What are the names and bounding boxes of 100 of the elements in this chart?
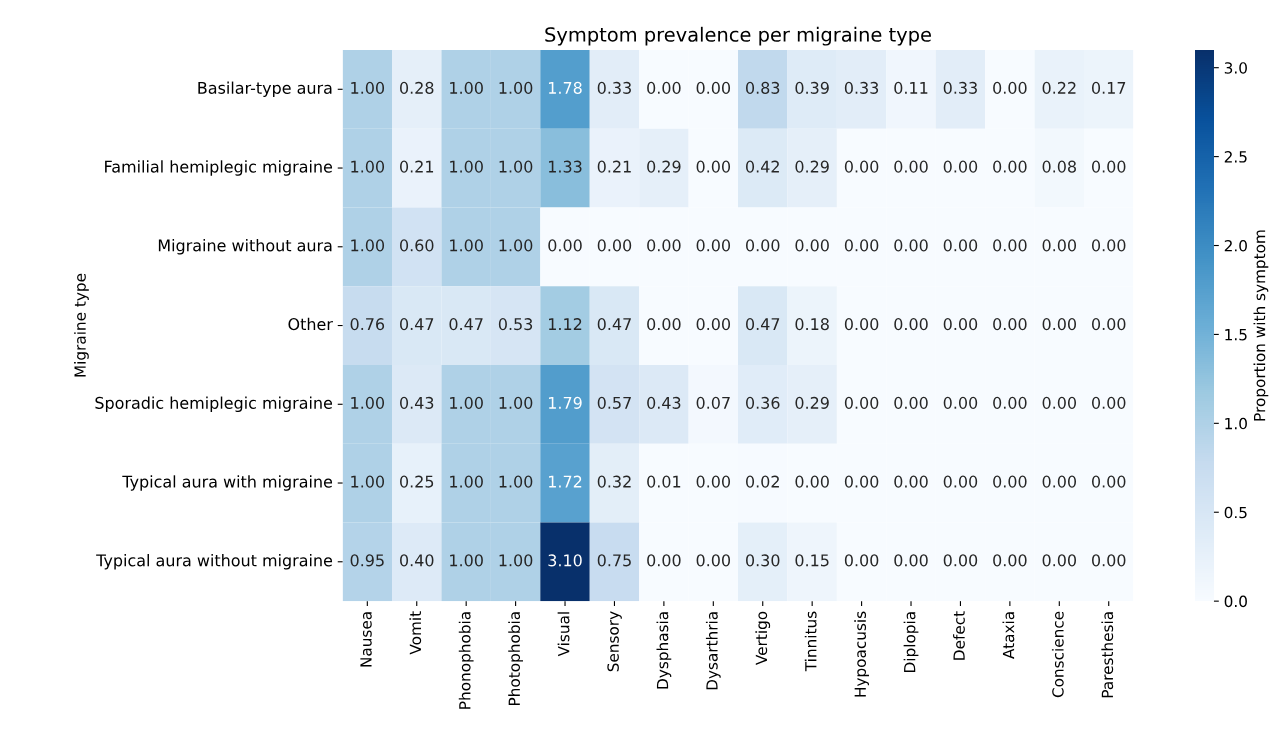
data-label: 0.57 (597, 396, 631, 409)
data-label: 0.28 (400, 81, 434, 94)
data-label: 0.21 (400, 160, 434, 173)
y-tick-label: Other (288, 317, 333, 331)
data-label: 1.00 (450, 396, 483, 409)
data-label: 0.00 (943, 475, 978, 488)
x-tick-label: Phonophobia (458, 612, 474, 709)
data-label: 0.00 (894, 318, 928, 331)
data-label: 0.47 (597, 318, 631, 331)
data-label: 0.00 (943, 239, 978, 252)
data-label: 1.00 (450, 81, 483, 94)
data-label: 1.12 (549, 318, 582, 330)
data-label: 0.29 (647, 160, 681, 173)
data-label: 0.40 (400, 554, 434, 567)
data-label: 0.47 (449, 318, 483, 331)
color-bar-label: 0.5 (1224, 506, 1247, 519)
data-label: 1.79 (549, 396, 582, 409)
data-label: 0.00 (1092, 396, 1126, 409)
data-label: 0.76 (350, 318, 385, 331)
data-label: 0.00 (1092, 318, 1126, 331)
data-label: 0.00 (844, 554, 879, 567)
data-label: 1.00 (499, 475, 533, 488)
data-label: 1.00 (499, 81, 533, 94)
data-label: 1.00 (351, 160, 385, 173)
data-label: 1.00 (351, 475, 385, 488)
data-label: 0.33 (844, 81, 879, 94)
data-label: 0.15 (795, 554, 829, 567)
x-tick-label: Tinnitus (804, 611, 817, 672)
data-label: 0.42 (746, 160, 779, 173)
data-label: 0.00 (844, 239, 879, 252)
data-label: 0.21 (597, 160, 631, 173)
data-label: 1.00 (450, 160, 483, 173)
color-bar-label: 2.5 (1224, 151, 1247, 163)
y-tick-label: Typical aura with migraine (122, 475, 333, 491)
data-label: 0.00 (1092, 239, 1126, 252)
color-bar-label: 1.5 (1225, 329, 1247, 341)
data-label: 0.00 (993, 239, 1027, 252)
x-tick-label: Diplopia (903, 612, 919, 672)
data-label: 1.00 (351, 81, 385, 94)
data-label: 0.18 (795, 318, 829, 331)
color-bar-label: 2.0 (1224, 239, 1247, 252)
y-axis-title: Migraine type (74, 273, 89, 377)
data-label: 0.00 (746, 239, 780, 252)
x-tick-label: Dysarthria (705, 612, 721, 690)
x-tick-label: Vomit (409, 611, 422, 655)
data-label: 0.43 (647, 396, 681, 409)
data-label: 0.00 (993, 396, 1027, 409)
x-tick-label: Nausea (360, 612, 372, 667)
data-label: 0.00 (1042, 239, 1077, 252)
data-label: 1.00 (499, 160, 533, 173)
data-label: 0.07 (696, 396, 730, 409)
data-label: 0.29 (795, 396, 829, 409)
x-tick-label: Sensory (607, 611, 622, 672)
data-label: 0.01 (647, 475, 681, 488)
x-tick-label: Ataxia (1002, 612, 1015, 659)
color-bar-label: 0.0 (1224, 595, 1247, 608)
data-label: 1.78 (549, 81, 582, 94)
data-label: 0.00 (1042, 475, 1077, 488)
data-label: 0.00 (844, 396, 879, 409)
x-tick-label: Hypoacusis (854, 611, 869, 697)
data-label: 0.00 (894, 239, 928, 252)
data-label: 0.43 (400, 396, 434, 409)
data-label: 0.00 (1042, 396, 1077, 409)
x-tick-label: Conscience (1051, 611, 1064, 698)
data-label: 0.00 (943, 160, 978, 173)
data-label: 0.00 (696, 554, 731, 567)
data-label: 0.30 (746, 554, 780, 567)
data-label: 0.36 (746, 396, 780, 409)
data-label: 0.83 (746, 81, 780, 94)
data-label: 0.00 (993, 554, 1027, 567)
x-tick-label: Visual (557, 612, 570, 657)
y-tick-label: Sporadic hemiplegic migraine (95, 396, 333, 413)
data-label: 0.08 (1042, 160, 1076, 173)
data-label: 0.00 (696, 239, 731, 252)
data-label: 0.00 (597, 239, 632, 252)
data-label: 1.00 (499, 239, 533, 252)
data-label: 1.00 (351, 396, 385, 409)
data-label: 0.00 (548, 239, 582, 252)
data-label: 0.00 (844, 318, 879, 331)
data-label: 0.00 (993, 318, 1027, 331)
y-tick-label: Basilar-type aura (198, 81, 332, 98)
x-tick-label: Dysphasia (656, 612, 672, 689)
data-label: 0.00 (696, 160, 731, 173)
data-label: 0.00 (696, 318, 731, 331)
data-label: 0.00 (993, 160, 1027, 173)
data-label: 0.00 (844, 160, 879, 173)
data-label: 1.72 (549, 475, 582, 488)
data-label: 0.00 (647, 239, 681, 252)
color-bar-title: Proportion with symptom (1253, 230, 1269, 421)
data-label: 0.00 (1092, 475, 1126, 488)
data-label: 0.00 (1092, 160, 1126, 173)
data-label: 0.11 (894, 81, 928, 94)
color-bar-label: 1.0 (1225, 417, 1247, 430)
data-label: 0.00 (993, 475, 1027, 488)
data-label: 1.00 (499, 396, 533, 409)
data-label: 3.10 (548, 554, 582, 567)
data-label: 0.02 (746, 475, 779, 488)
data-label: 0.00 (1092, 554, 1126, 567)
data-label: 0.00 (894, 160, 928, 173)
data-label: 0.29 (795, 160, 829, 173)
